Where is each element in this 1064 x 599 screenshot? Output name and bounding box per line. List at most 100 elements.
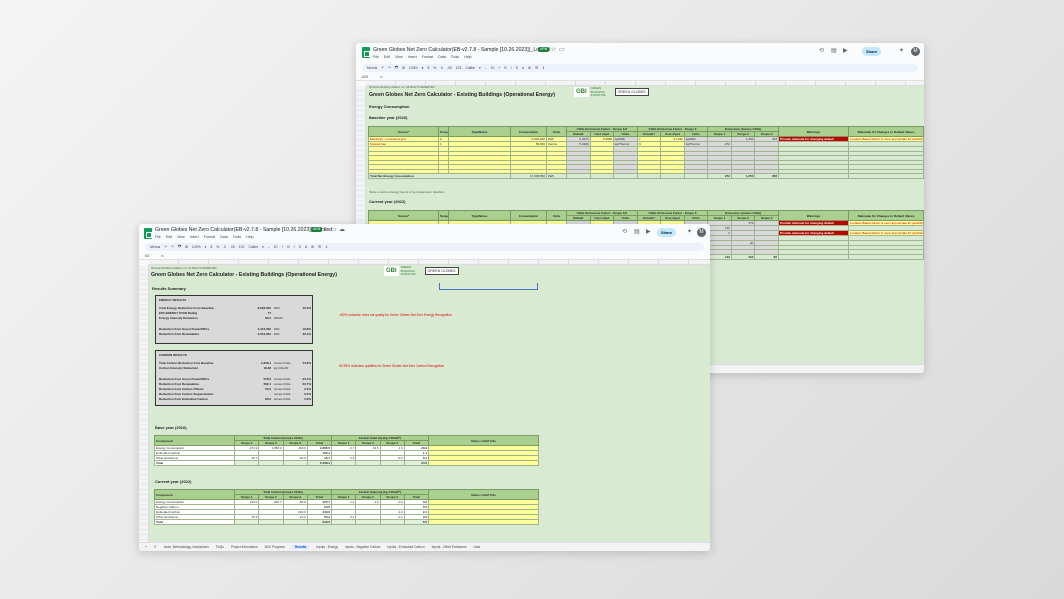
sheet-tab[interactable]: FAQs (215, 545, 224, 549)
toolbar-item[interactable]: .0 (440, 66, 444, 70)
menu-data[interactable]: Data (220, 235, 228, 239)
star-icon[interactable]: ☆ (323, 227, 329, 233)
value-cell[interactable] (355, 519, 381, 525)
menu-edit[interactable]: Edit (383, 55, 390, 59)
toolbar-item[interactable]: Menus (367, 66, 378, 70)
menu-tools[interactable]: Tools (232, 235, 242, 239)
selected-cell[interactable] (439, 283, 538, 290)
toolbar-item[interactable]: – (484, 66, 487, 70)
value-cell[interactable] (282, 460, 308, 466)
toolbar-item[interactable]: ▾ (421, 66, 424, 70)
menu-view[interactable]: View (177, 235, 185, 239)
sheet-tab[interactable]: Uses, Methodology, Instructions (163, 545, 209, 549)
sheet-tab[interactable]: + (145, 545, 147, 549)
back-formula-bar[interactable]: A29 fx (356, 73, 924, 81)
notes-cell[interactable] (428, 460, 539, 466)
current-year-table[interactable]: Component Total Carbon (tonnes CO2e) Carbo… (154, 489, 539, 525)
comment-icon[interactable]: ▤ (634, 229, 640, 235)
toolbar-item[interactable]: % (216, 245, 220, 249)
toolbar-item[interactable]: .00 (230, 245, 235, 249)
toolbar-item[interactable]: I (510, 66, 512, 70)
table-row[interactable] (368, 155, 924, 161)
toolbar-item[interactable]: 🖶 (394, 65, 399, 69)
toolbar-item[interactable]: ↷ (171, 245, 174, 249)
gemini-icon[interactable]: ✦ (687, 229, 693, 235)
toolbar-item[interactable]: $ (210, 245, 213, 249)
menu-insert[interactable]: Insert (189, 235, 199, 239)
front-formula-bar[interactable]: K3 fx (139, 252, 710, 260)
toolbar-item[interactable]: ↷ (388, 66, 391, 70)
front-grid[interactable]: All Green Building Initiative, Inc. All … (139, 260, 710, 542)
toolbar-item[interactable]: ⊞ (185, 245, 188, 249)
toolbar-item[interactable]: 100% (191, 245, 201, 249)
toolbar-item[interactable]: Calibri (248, 245, 259, 249)
sheet-tab[interactable]: Inputs - Negative Carbon (344, 545, 381, 549)
menu-format[interactable]: Format (421, 55, 434, 59)
value-cell[interactable] (282, 519, 308, 525)
rationale-cell[interactable]: Location-Based Factor is more appropriat… (848, 220, 924, 226)
notes-cell[interactable] (428, 519, 539, 525)
rationale-cell[interactable] (848, 239, 924, 246)
toolbar-item[interactable]: ↶ (164, 245, 168, 249)
sheet-tab[interactable]: Inputs - Energy (316, 545, 338, 549)
toolbar-item[interactable]: $ (427, 66, 430, 70)
toolbar-item[interactable]: ⇕ (542, 66, 545, 70)
avatar[interactable]: M (697, 228, 706, 237)
sheets-logo-icon[interactable] (144, 228, 152, 239)
cloud-icon[interactable]: ☁ (339, 227, 345, 233)
rationale-cell[interactable] (848, 141, 924, 147)
back-share-button[interactable]: Share (862, 47, 882, 56)
value-cell[interactable]: 2,458.4 (306, 460, 333, 466)
value-cell[interactable] (233, 460, 260, 466)
menu-help[interactable]: Help (464, 55, 472, 59)
meet-icon[interactable]: ▶ (843, 48, 848, 54)
menu-file[interactable]: File (155, 235, 161, 239)
table-row[interactable]: Total 649.0 6.5 (154, 519, 539, 525)
toolbar-item[interactable]: I (293, 245, 295, 249)
toolbar-item[interactable]: + (498, 66, 501, 70)
toolbar-item[interactable]: ▾ (479, 66, 481, 70)
meet-icon[interactable]: ▶ (646, 229, 651, 235)
table-row[interactable]: Natural Gas 1 50,000 therms 5.3100 kg/Therms N… (368, 141, 924, 147)
sheets-logo-icon[interactable] (362, 47, 370, 58)
value-cell[interactable] (355, 460, 381, 466)
table-row[interactable] (368, 150, 924, 156)
table-row[interactable] (368, 159, 924, 165)
toolbar-item[interactable]: ⊞ (311, 245, 314, 249)
toolbar-item[interactable]: A (304, 245, 308, 249)
value-cell[interactable] (379, 519, 405, 525)
avatar[interactable]: M (911, 47, 920, 56)
toolbar-item[interactable]: B (504, 66, 507, 70)
toolbar-item[interactable]: Calibri (465, 66, 476, 70)
value-cell[interactable] (330, 460, 357, 466)
value-cell[interactable] (258, 519, 284, 525)
menu-file[interactable]: File (373, 55, 379, 59)
column-headers[interactable] (149, 260, 710, 265)
toolbar-item[interactable]: + (281, 245, 284, 249)
toolbar-item[interactable]: Menus (150, 245, 161, 249)
toolbar-item[interactable]: 10 (273, 245, 278, 249)
menu-help[interactable]: Help (246, 235, 254, 239)
toolbar-item[interactable]: ⊞ (402, 66, 405, 70)
cell-reference[interactable]: K3 (145, 254, 150, 258)
value-cell[interactable] (258, 460, 284, 466)
toolbar-item[interactable]: 10 (490, 66, 495, 70)
sheet-tab[interactable]: Project Information (230, 545, 258, 549)
back-doc-title[interactable]: Green Globes Net Zero Calculator(EB-v2.7… (373, 47, 551, 53)
comment-icon[interactable]: ▤ (831, 48, 837, 54)
sheet-tab[interactable]: Inputs - Other Emissions (431, 545, 467, 549)
toolbar-item[interactable]: ▾ (204, 245, 207, 249)
component-cell[interactable]: Total (154, 460, 235, 466)
table-row[interactable]: Total 2,458.4 24.6 (154, 460, 539, 466)
toolbar-item[interactable]: – (267, 245, 270, 249)
toolbar-item[interactable]: S (515, 66, 518, 70)
column-headers[interactable] (366, 81, 924, 86)
menu-format[interactable]: Format (203, 235, 216, 239)
star-icon[interactable]: ☆ (551, 47, 557, 53)
front-doc-title[interactable]: Green Globes Net Zero Calculator(EB-v2.7… (155, 227, 333, 233)
menu-data[interactable]: Data (438, 55, 446, 59)
value-cell[interactable] (233, 519, 260, 525)
menu-edit[interactable]: Edit (165, 235, 172, 239)
folder-icon[interactable]: ▭ (331, 227, 337, 233)
menu-view[interactable]: View (395, 55, 403, 59)
